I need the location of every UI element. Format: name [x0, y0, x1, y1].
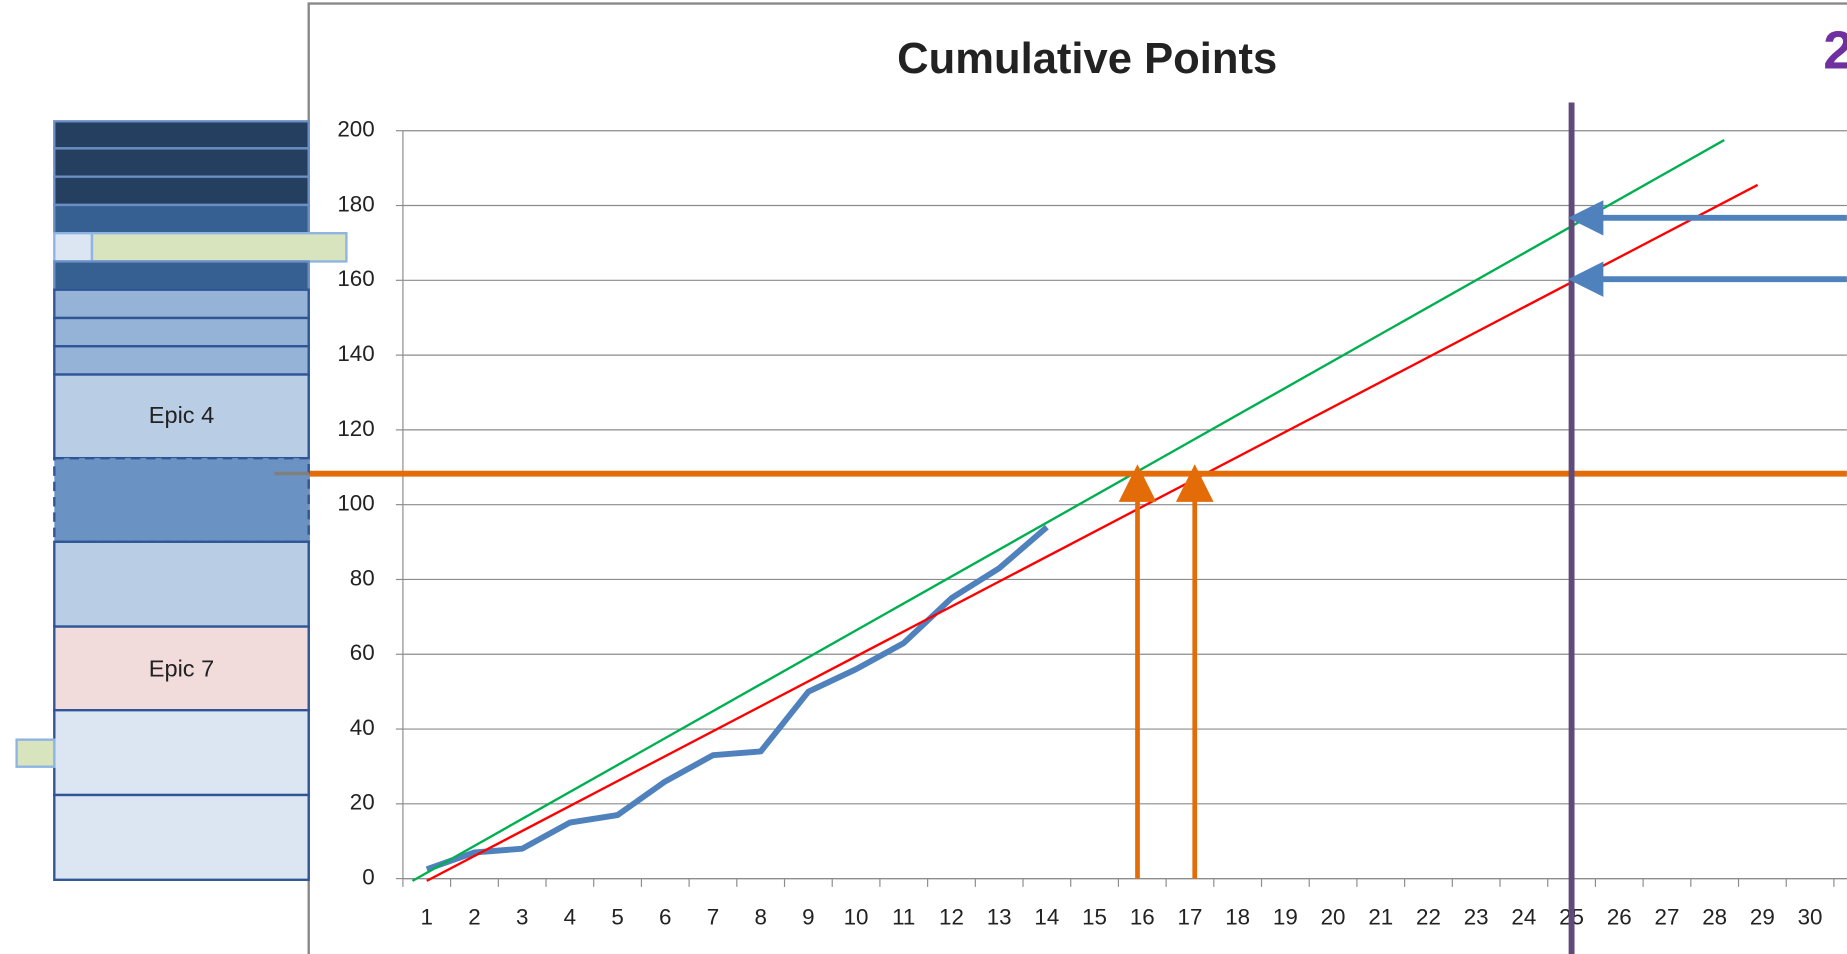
epic-label: Epic 7 [149, 655, 214, 681]
backlog-block [53, 147, 310, 178]
x-tick-label: 14 [1034, 905, 1059, 930]
backlog-block [53, 203, 310, 235]
backlog-block [53, 260, 310, 291]
trend-line [411, 139, 1725, 882]
x-tick-label: 19 [1273, 905, 1298, 930]
y-tick-label: 120 [337, 416, 374, 441]
backlog-block [53, 288, 310, 320]
x-tick-label: 13 [987, 905, 1012, 930]
trend-line [426, 183, 1759, 882]
epic-label: Epic 4 [149, 402, 214, 428]
sprint-label: 2 [1823, 20, 1847, 80]
chart-title: Cumulative Points [897, 35, 1277, 83]
x-tick-label: 29 [1750, 905, 1775, 930]
backlog-block [53, 120, 310, 150]
y-tick-label: 160 [337, 266, 374, 291]
x-tick-label: 28 [1702, 905, 1727, 930]
x-tick-label: 6 [659, 905, 671, 930]
backlog-block [53, 625, 310, 712]
y-tick-label: 20 [350, 790, 375, 815]
backlog-block [53, 175, 310, 207]
y-tick-label: 200 [337, 117, 374, 142]
backlog-block [15, 738, 56, 768]
x-tick-label: 22 [1416, 905, 1441, 930]
x-tick-label: 8 [754, 905, 766, 930]
x-tick-label: 12 [939, 905, 964, 930]
x-tick-label: 21 [1368, 905, 1393, 930]
y-tick-label: 180 [337, 191, 374, 216]
chart-frame [307, 2, 1847, 954]
x-tick-label: 24 [1511, 905, 1536, 930]
actual-line [425, 524, 1049, 873]
x-tick-label: 4 [564, 905, 576, 930]
x-tick-label: 26 [1607, 905, 1632, 930]
y-tick-label: 40 [350, 715, 375, 740]
x-tick-label: 2 [468, 905, 480, 930]
backlog-block [90, 232, 348, 263]
x-tick-label: 27 [1655, 905, 1680, 930]
x-tick-label: 7 [707, 905, 719, 930]
x-tick-label: 3 [516, 905, 528, 930]
backlog-block [53, 456, 310, 543]
backlog-stack: Epic 4 Epic 7 [15, 120, 348, 881]
x-tick-label: 16 [1130, 905, 1155, 930]
backlog-block [53, 316, 310, 348]
x-tick-label: 1 [421, 905, 433, 930]
x-tick-label: 9 [802, 905, 814, 930]
x-tick-label: 20 [1321, 905, 1346, 930]
y-tick-label: 140 [337, 341, 374, 366]
x-tick-label: 23 [1464, 905, 1489, 930]
x-tick-label: 11 [892, 905, 915, 930]
x-tick-label: 17 [1178, 905, 1203, 930]
backlog-block [53, 540, 310, 628]
y-tick-label: 60 [350, 640, 375, 665]
x-tick-label: 10 [844, 905, 869, 930]
x-tick-label: 18 [1225, 905, 1250, 930]
x-tick-label: 5 [611, 905, 623, 930]
y-tick-label: 80 [350, 565, 375, 590]
x-tick-label: 15 [1082, 905, 1107, 930]
backlog-block [53, 709, 310, 797]
backlog-block [53, 232, 94, 263]
x-tick-label: 30 [1798, 905, 1823, 930]
backlog-block [53, 793, 310, 881]
y-tick-label: 0 [362, 865, 374, 890]
backlog-block [53, 345, 310, 376]
y-tick-label: 100 [337, 491, 374, 516]
backlog-block [53, 373, 310, 460]
